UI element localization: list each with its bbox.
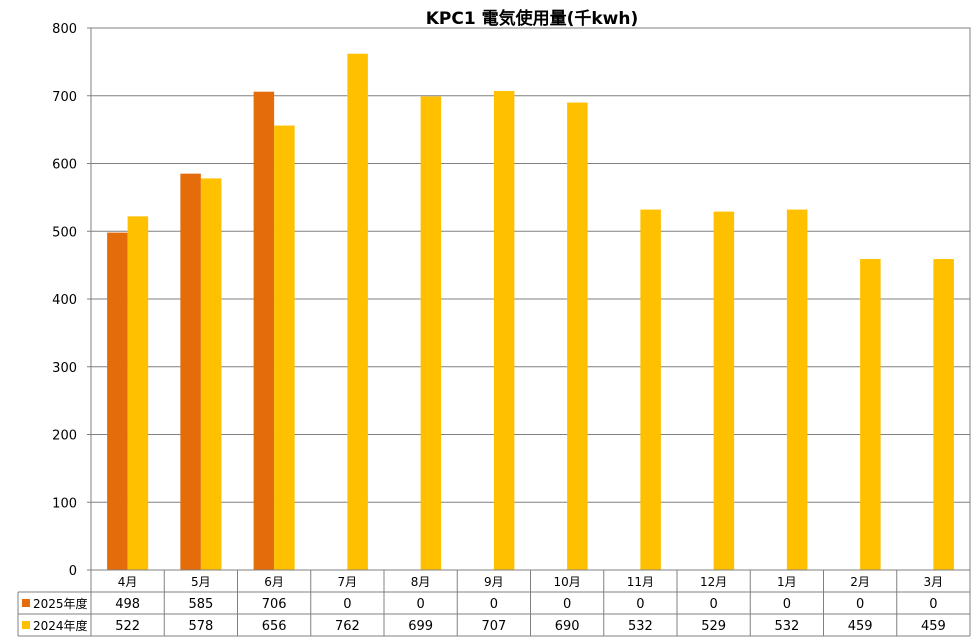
y-tick-label: 700 [52,90,77,105]
data-label: 0 [490,597,498,612]
y-tick-label: 200 [52,429,77,444]
data-label: 656 [262,619,287,634]
y-tick-label: 600 [52,158,77,173]
legend-key [22,599,30,607]
data-label: 0 [416,597,424,612]
data-label: 0 [856,597,864,612]
data-label: 690 [555,619,580,634]
legend-key [22,621,30,629]
legend-label: 2025年度 [33,596,88,611]
data-label: 529 [701,619,726,634]
bar [567,102,588,571]
data-label: 706 [262,597,287,612]
data-label: 532 [628,619,653,634]
data-label: 0 [563,597,571,612]
bar [713,211,735,571]
data-label: 522 [115,619,140,634]
bar [274,125,295,570]
x-tick-label: 7月 [338,575,358,589]
gridlines [90,27,971,571]
y-tick-label: 800 [52,22,77,37]
x-tick-label: 3月 [924,575,944,589]
data-label: 498 [115,597,140,612]
x-tick-label: 8月 [411,575,431,589]
data-label: 0 [636,597,644,612]
chart-title: KPC1 電気使用量(千kwh) [426,8,639,29]
x-tick-label: 6月 [264,575,284,589]
data-label: 0 [783,597,791,612]
y-axis: 0 100 200 300 400 500 600 700 800 [52,22,91,579]
bar [493,91,515,570]
bar [347,53,368,571]
x-tick-label: 5月 [191,575,211,589]
bar [786,209,808,570]
bars [107,53,954,571]
bar [933,259,954,570]
data-label: 0 [343,597,351,612]
x-tick-label: 12月 [700,575,727,589]
x-tick-label: 1月 [777,575,797,589]
bar [253,91,275,570]
data-table: 4月 5月 6月 7月 8月 9月 10月 11月 12月 1月 2月 3月 2025年度 498 585 7… [17,569,971,637]
bar [420,96,442,571]
data-label: 699 [408,619,433,634]
data-label: 459 [921,619,946,634]
x-tick-label: 4月 [118,575,138,589]
y-tick-label: 400 [52,293,77,308]
data-label: 762 [335,619,360,634]
bar [127,216,149,570]
bar [180,173,201,570]
y-tick-label: 0 [69,564,77,579]
y-tick-label: 500 [52,225,77,240]
legend-label: 2024年度 [33,618,88,633]
x-tick-label: 10月 [553,575,580,589]
x-tick-label: 11月 [627,575,654,589]
data-label: 0 [709,597,717,612]
bar [200,178,222,570]
y-tick-label: 300 [52,361,77,376]
bar [107,232,128,571]
y-tick-label: 100 [52,496,77,511]
data-label: 0 [929,597,937,612]
x-tick-label: 2月 [850,575,870,589]
data-label: 578 [188,619,213,634]
data-label: 532 [774,619,799,634]
data-label: 459 [848,619,873,634]
bar [640,209,661,570]
bar [860,259,881,570]
x-tick-label: 9月 [484,575,504,589]
data-label: 707 [481,619,506,634]
data-label: 585 [188,597,213,612]
